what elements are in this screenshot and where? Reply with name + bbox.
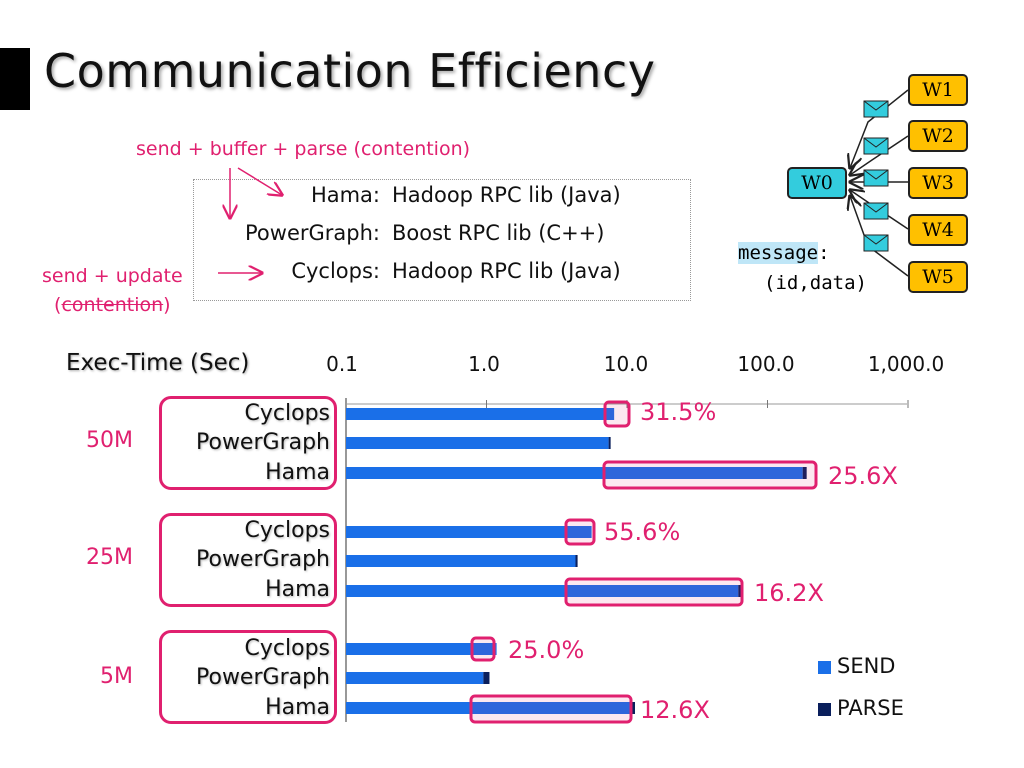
- category-label: Hama: [265, 695, 330, 720]
- bar-parse: [608, 437, 611, 449]
- group-box-5m: [159, 630, 337, 724]
- bar-send: [346, 437, 609, 449]
- message-tuple: (id,data): [764, 272, 867, 294]
- annotation-label: 31.5%: [640, 398, 717, 426]
- library-name: Cyclops:: [291, 259, 380, 283]
- library-desc: Hadoop RPC lib (Java): [392, 183, 621, 207]
- struck-contention: contention: [61, 294, 164, 316]
- envelope-icon: [863, 137, 889, 155]
- x-tick-label: 0.1: [326, 352, 358, 376]
- group-label-50m: 50M: [86, 428, 133, 453]
- category-label: Cyclops: [244, 636, 330, 661]
- envelope-icon: [863, 234, 889, 252]
- group-label-5m: 5M: [100, 664, 133, 689]
- category-label: PowerGraph: [196, 665, 330, 690]
- bar-parse: [738, 585, 742, 597]
- category-label: Cyclops: [244, 401, 330, 426]
- slide-title: Communication Efficiency: [44, 44, 656, 98]
- bar-parse: [802, 467, 807, 479]
- bar-send: [346, 585, 739, 597]
- bar-parse: [483, 672, 490, 684]
- bar-send: [346, 672, 484, 684]
- category-label: Hama: [265, 460, 330, 485]
- x-tick-label: 1.0: [468, 352, 500, 376]
- group-label-25m: 25M: [86, 545, 133, 570]
- note-send-buffer-parse: send + buffer + parse (contention): [136, 138, 471, 160]
- category-label: Cyclops: [244, 518, 330, 543]
- legend-item-send: SEND: [818, 654, 895, 678]
- library-name: Hama:: [310, 183, 380, 207]
- category-label: PowerGraph: [196, 430, 330, 455]
- bar-send: [346, 526, 592, 538]
- note-arrow-hama: [237, 167, 282, 195]
- worker-node-w4: W4: [908, 214, 968, 246]
- x-tick-label: 1,000.0: [867, 352, 945, 376]
- legend-swatch: [818, 660, 831, 674]
- arrow-w2: [850, 135, 909, 175]
- library-box: [193, 179, 691, 301]
- arrow-w1: [850, 89, 909, 168]
- bar-send: [346, 408, 615, 420]
- x-tick-label: 100.0: [737, 352, 795, 376]
- bar-send: [346, 555, 576, 567]
- library-name: PowerGraph:: [245, 221, 380, 245]
- worker-node-w1: W1: [908, 74, 968, 106]
- library-desc: Boost RPC lib (C++): [392, 221, 605, 245]
- worker-node-w5: W5: [908, 261, 968, 293]
- envelope-icon: [863, 202, 889, 220]
- highlight-box: [469, 694, 633, 724]
- annotation-label: 25.0%: [508, 636, 585, 664]
- worker-node-w3: W3: [908, 167, 968, 199]
- group-box-25m: [159, 513, 337, 607]
- category-label: Hama: [265, 577, 330, 602]
- annotation-label: 16.2X: [754, 579, 824, 607]
- highlight-box: [603, 400, 631, 428]
- title-accent-bar: [0, 48, 30, 110]
- envelope-icon: [863, 169, 889, 187]
- legend-swatch: [818, 702, 831, 716]
- bar-send: [346, 467, 803, 479]
- note-send-update-line1: send + update: [42, 265, 183, 287]
- library-desc: Hadoop RPC lib (Java): [392, 259, 621, 283]
- master-node-w0: W0: [787, 167, 847, 199]
- bar-parse: [631, 702, 635, 714]
- highlight-box: [602, 460, 818, 490]
- bar-send: [346, 643, 497, 655]
- x-tick-label: 10.0: [603, 352, 649, 376]
- note-send-update-line2: (contention): [54, 294, 171, 316]
- highlight-box: [564, 577, 744, 607]
- highlight-box: [470, 636, 496, 662]
- annotation-label: 55.6%: [604, 518, 681, 546]
- annotation-label: 12.6X: [640, 696, 710, 724]
- group-box-50m: [159, 396, 337, 490]
- annotation-label: 25.6X: [828, 462, 898, 490]
- envelope-icon: [863, 100, 889, 118]
- note-send-update: send + update (contention): [42, 262, 183, 320]
- message-label: message:: [738, 242, 830, 264]
- legend-item-parse: PARSE: [818, 696, 904, 720]
- axis-title: Exec-Time (Sec): [66, 350, 250, 376]
- worker-node-w2: W2: [908, 120, 968, 152]
- highlight-box: [564, 518, 596, 546]
- bar-send: [346, 702, 632, 714]
- bar-parse: [575, 555, 578, 567]
- category-label: PowerGraph: [196, 547, 330, 572]
